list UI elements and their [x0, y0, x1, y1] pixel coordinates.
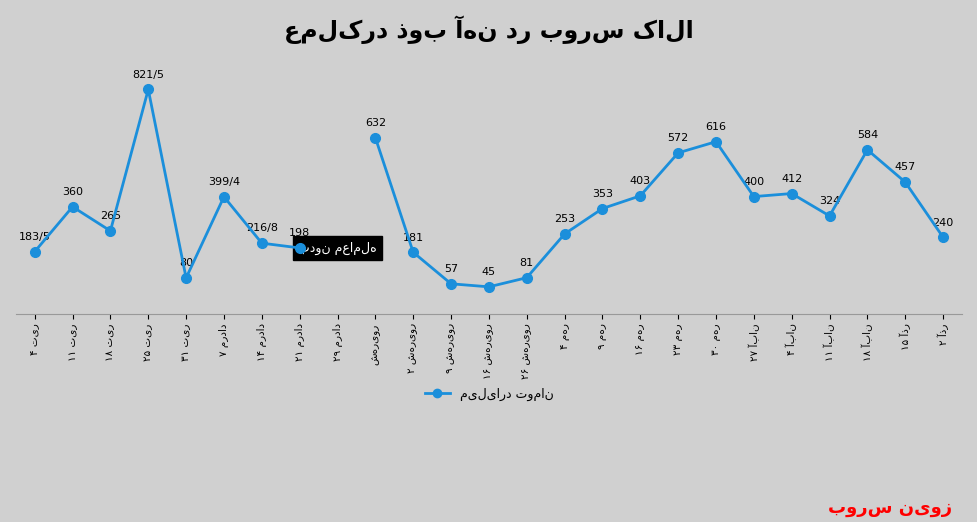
Text: 353: 353: [592, 189, 613, 199]
Text: 216/8: 216/8: [246, 223, 277, 233]
Text: 45: 45: [482, 267, 496, 277]
Text: 198: 198: [289, 228, 311, 238]
Text: 324: 324: [819, 196, 840, 206]
Text: 265: 265: [100, 211, 121, 221]
Title: عملکرد ذوب آهن در بورس کالا: عملکرد ذوب آهن در بورس کالا: [284, 15, 694, 43]
Text: 616: 616: [705, 122, 727, 132]
Text: 183/5: 183/5: [19, 232, 51, 242]
Legend: میلیارد تومان: میلیارد تومان: [419, 383, 558, 406]
Text: 360: 360: [63, 187, 83, 197]
Text: 821/5: 821/5: [132, 70, 164, 80]
Text: 240: 240: [932, 218, 954, 228]
Text: 457: 457: [895, 162, 915, 172]
Text: 572: 572: [667, 133, 689, 143]
Text: 80: 80: [179, 258, 193, 268]
Text: 253: 253: [554, 214, 575, 224]
Text: 81: 81: [520, 258, 533, 268]
Text: 57: 57: [444, 264, 458, 274]
Text: بورس نیوز: بورس نیوز: [828, 499, 953, 517]
Text: 632: 632: [364, 118, 386, 128]
Text: 400: 400: [743, 177, 764, 187]
Text: 403: 403: [630, 176, 651, 186]
Text: 399/4: 399/4: [208, 177, 240, 187]
Text: 584: 584: [857, 130, 878, 140]
Text: بدون معامله: بدون معامله: [298, 241, 377, 255]
Text: 181: 181: [403, 232, 424, 243]
Text: 412: 412: [781, 174, 802, 184]
